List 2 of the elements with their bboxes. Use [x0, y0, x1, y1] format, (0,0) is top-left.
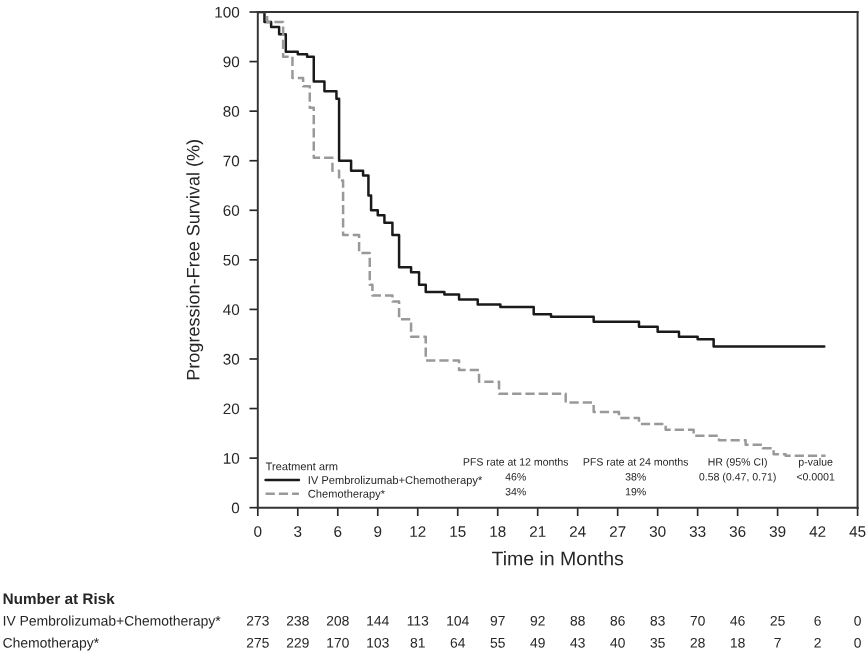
y-axis-title: Progression-Free Survival (%): [186, 140, 204, 380]
x-axis-title: Time in Months: [492, 551, 624, 566]
